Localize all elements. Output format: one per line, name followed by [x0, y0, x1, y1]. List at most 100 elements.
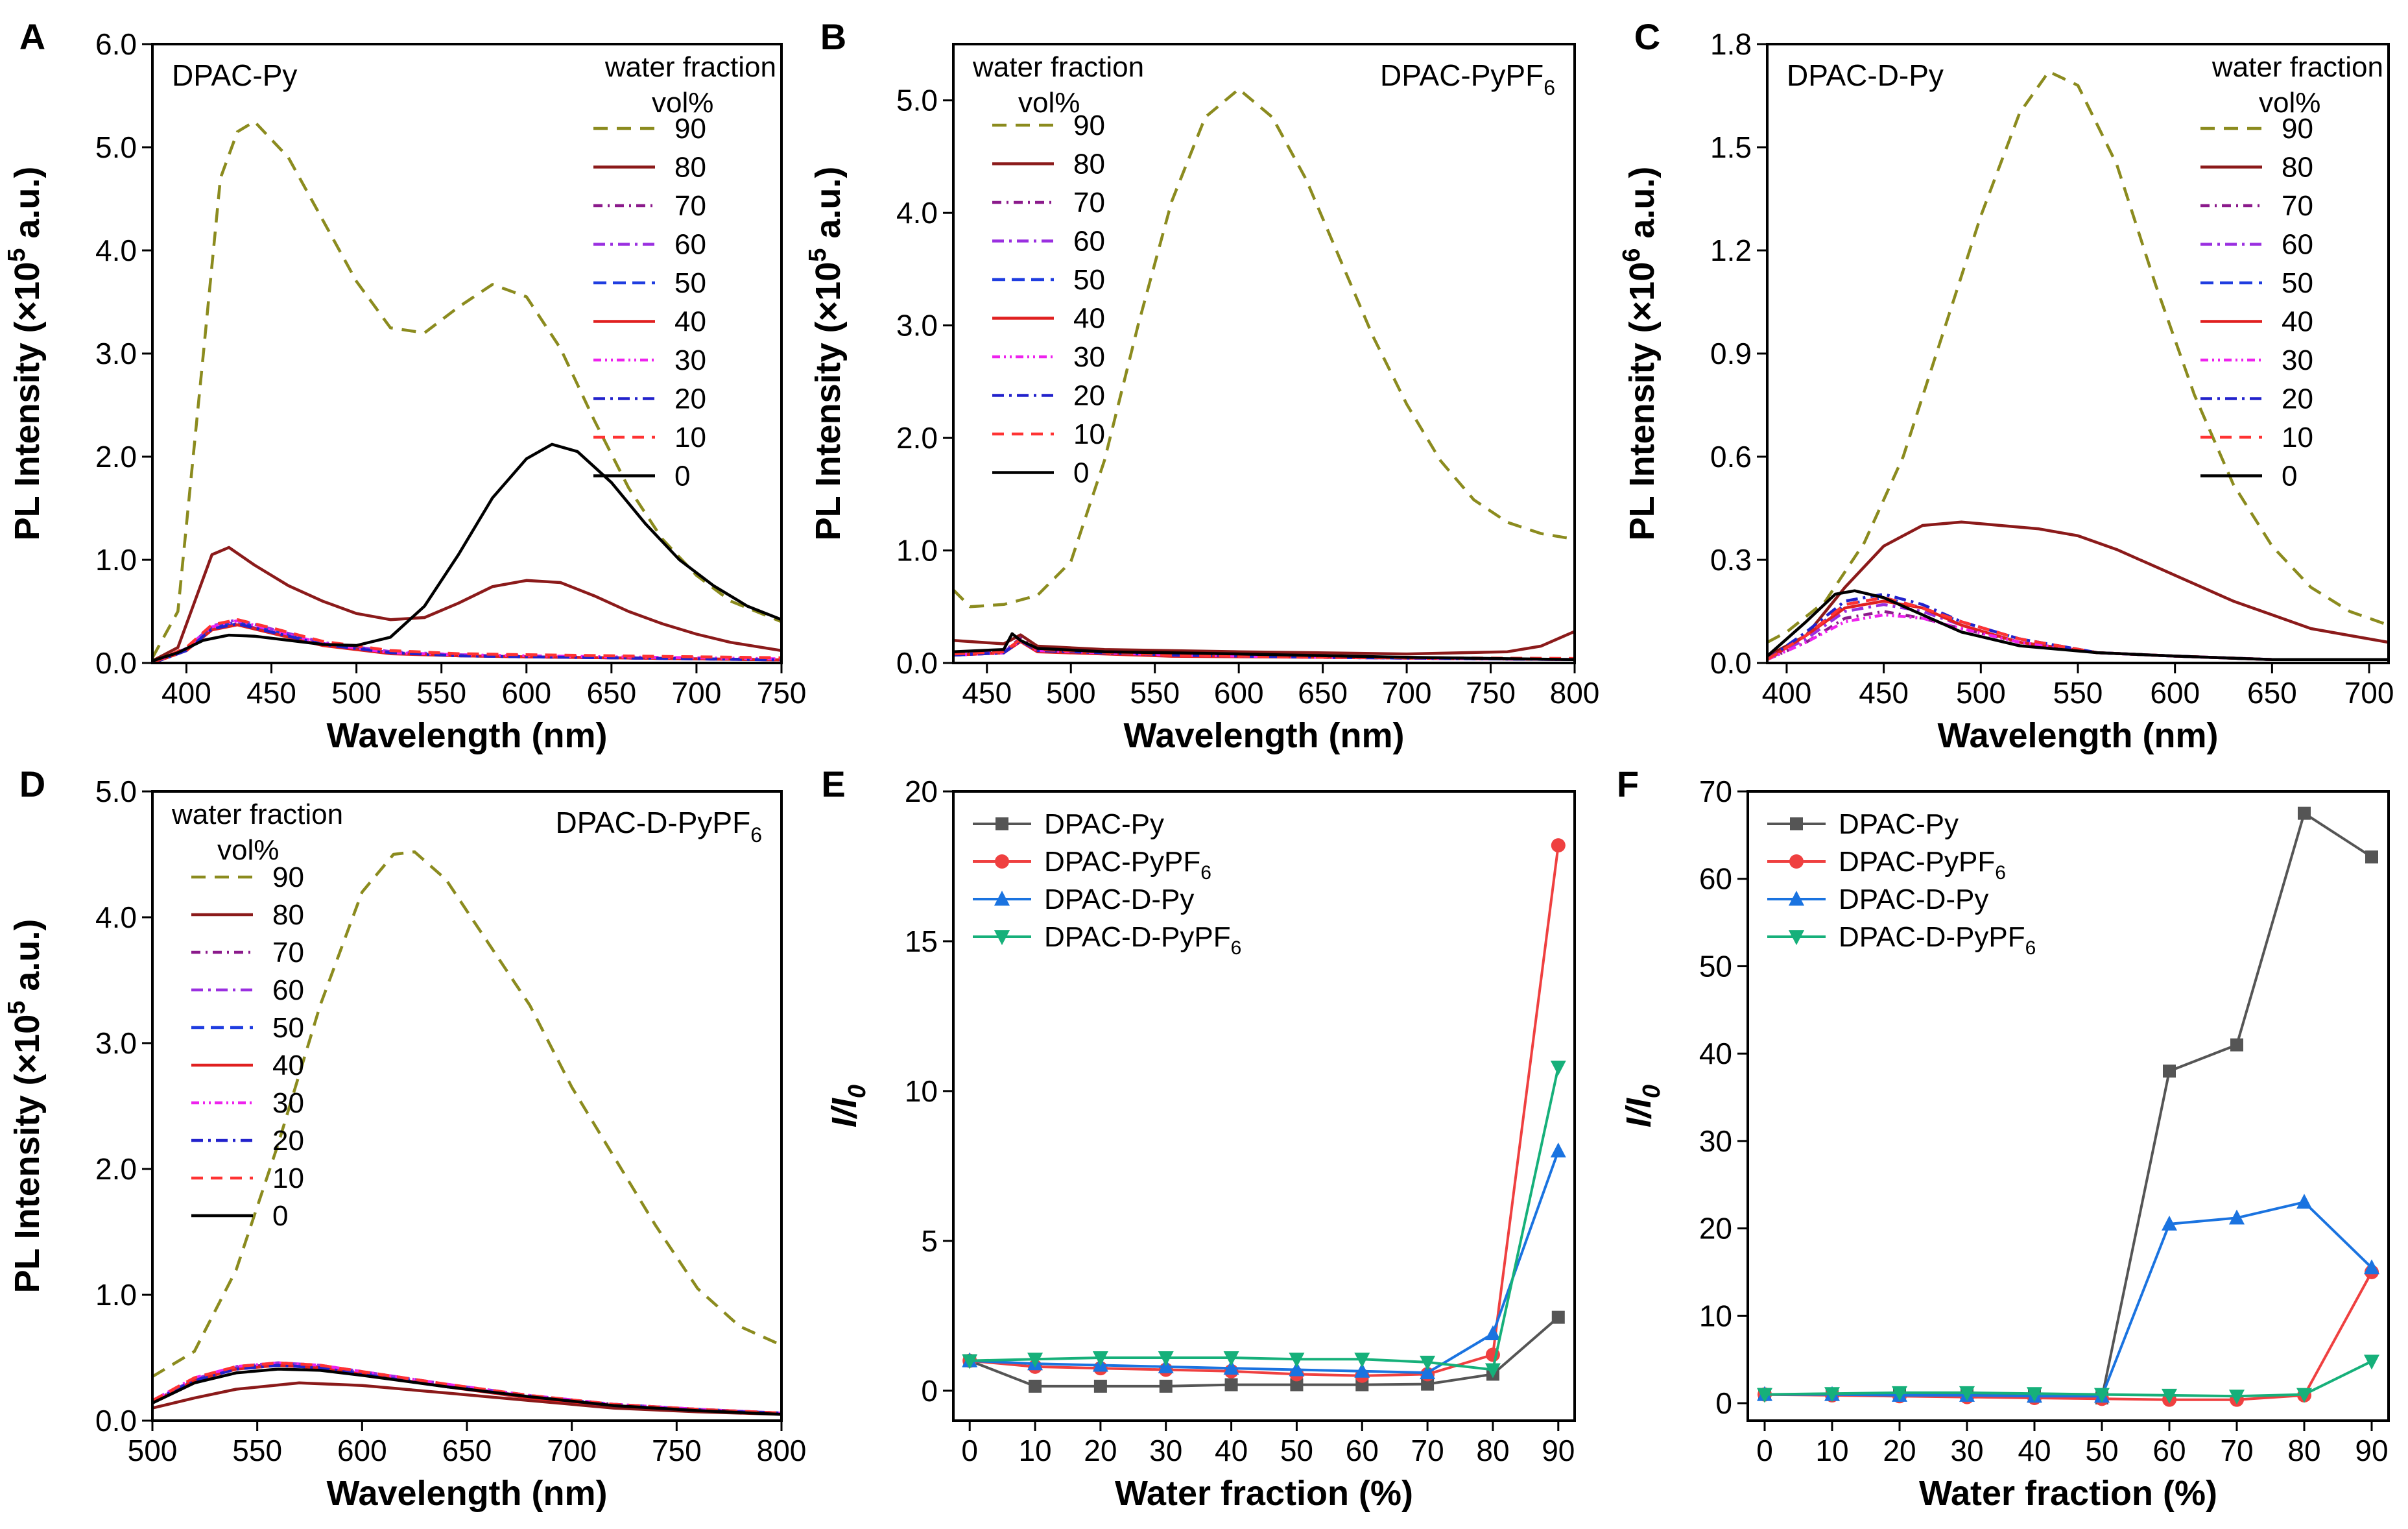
- panel-F: 0 10 20 30 40 50 60 70 80 90010203040506070Water …: [1617, 764, 2390, 1513]
- y-tick-label: 2.0: [896, 421, 938, 455]
- y-tick-label: 50: [1699, 949, 1732, 983]
- point-DPAC-D-Py: [2229, 1209, 2245, 1225]
- x-tick-label: 550: [416, 676, 466, 710]
- x-tick-label: 80: [1476, 1434, 1509, 1467]
- legend-marker-DPAC-D-Py: [1789, 891, 1804, 906]
- point-DPAC-Py: [1093, 1379, 1107, 1393]
- legend-label-70: 70: [272, 937, 304, 969]
- legend-marker-DPAC-PyPF6: [995, 854, 1009, 869]
- y-tick-label: 4.0: [95, 234, 137, 267]
- legend-label-60: 60: [674, 229, 706, 261]
- y-tick-label: 1.5: [1710, 130, 1752, 164]
- legend-label-10: 10: [272, 1162, 304, 1194]
- chart-title: DPAC-Py: [172, 58, 297, 92]
- legend-label-50: 50: [272, 1012, 304, 1044]
- x-tick-label: 80: [2287, 1434, 2320, 1467]
- x-tick-label: 400: [1762, 676, 1812, 710]
- legend-header: water fraction: [171, 799, 343, 830]
- legend-label-40: 40: [674, 306, 706, 338]
- point-DPAC-D-PyPF6: [2296, 1388, 2312, 1403]
- x-tick-label: 700: [672, 676, 722, 710]
- y-tick-label: 0: [921, 1374, 938, 1408]
- axes-frame: [952, 790, 1576, 1422]
- y-tick-label: 3.0: [95, 1026, 137, 1060]
- y-tick-label: 30: [1699, 1124, 1732, 1158]
- legend-header: water fraction: [2211, 51, 2383, 83]
- point-DPAC-PyPF6: [1551, 838, 1566, 853]
- x-tick-label: 700: [547, 1434, 597, 1467]
- y-tick-label: 10: [905, 1074, 938, 1108]
- x-tick-label: 500: [128, 1434, 178, 1467]
- legend-label-50: 50: [2282, 267, 2313, 299]
- legend-label-70: 70: [2282, 190, 2313, 222]
- legend-marker-DPAC-PyPF6: [1789, 854, 1804, 869]
- x-tick-label: 700: [1382, 676, 1432, 710]
- panel-A: 400 450 500 550 600 650 700 7500.01.02.03.04.05…: [3, 16, 806, 755]
- x-tick-label: 450: [1859, 676, 1909, 710]
- legend-label-0: 0: [1073, 457, 1089, 489]
- x-tick-label: 50: [1280, 1434, 1313, 1467]
- legend-marker-DPAC-Py: [995, 817, 1008, 830]
- x-tick-label: 700: [2344, 676, 2394, 710]
- legend-label-80: 80: [674, 152, 706, 184]
- series-line-90: [1767, 70, 2389, 644]
- x-tick-label: 500: [331, 676, 381, 710]
- point-DPAC-Py: [1290, 1378, 1304, 1391]
- y-tick-label: 5: [921, 1224, 938, 1258]
- x-tick-label: 70: [2220, 1434, 2253, 1467]
- legend-label-40: 40: [2282, 306, 2313, 338]
- y-tick-label: 15: [905, 924, 938, 958]
- legend-label-30: 30: [1073, 341, 1105, 373]
- point-DPAC-D-PyPF6: [2364, 1354, 2379, 1370]
- y-tick-label: 0.0: [1710, 646, 1752, 680]
- point-DPAC-Py: [2365, 850, 2378, 864]
- x-tick-label: 750: [1466, 676, 1516, 710]
- x-tick-label: 450: [246, 676, 296, 710]
- x-tick-label: 40: [1215, 1434, 1248, 1467]
- x-tick-label: 500: [1956, 676, 2006, 710]
- panel-C: 400 450 500 550 600 650 7000.00.30.60.91.21.51…: [1618, 16, 2394, 755]
- series-line-90: [953, 88, 1575, 608]
- legend-marker-DPAC-D-PyPF6: [994, 930, 1010, 945]
- x-tick-label: 30: [1149, 1434, 1182, 1467]
- legend-marker-DPAC-Py: [1790, 817, 1803, 830]
- legend-label-DPAC-Py: DPAC-Py: [1044, 808, 1164, 840]
- legend-label-60: 60: [272, 974, 304, 1006]
- legend-label-90: 90: [272, 861, 304, 893]
- legend: water fraction vol%90 80 70 60 50 40 30 20 10 0: [171, 799, 343, 1232]
- x-tick-label: 550: [1130, 676, 1180, 710]
- point-DPAC-D-Py: [1354, 1362, 1370, 1378]
- x-tick-label: 800: [1550, 676, 1600, 710]
- x-tick-label: 600: [2150, 676, 2200, 710]
- series-line-10: [953, 638, 1575, 660]
- point-DPAC-D-PyPF6: [1892, 1386, 1907, 1401]
- legend-label-20: 20: [272, 1125, 304, 1157]
- point-DPAC-D-Py: [1420, 1364, 1436, 1380]
- point-DPAC-D-PyPF6: [962, 1354, 978, 1369]
- legend-label-DPAC-D-PyPF6: DPAC-D-PyPF6: [1044, 921, 1241, 959]
- y-tick-label: 0.9: [1710, 337, 1752, 370]
- x-tick-label: 40: [2018, 1434, 2051, 1467]
- legend: water fraction vol%90 80 70 60 50 40 30 20 10 0: [2200, 51, 2383, 492]
- legend-label-70: 70: [674, 190, 706, 222]
- legend-label-0: 0: [674, 461, 690, 492]
- point-DPAC-D-Py: [1550, 1142, 1566, 1158]
- legend-label-DPAC-D-PyPF6: DPAC-D-PyPF6: [1839, 921, 2036, 959]
- series-line-0: [152, 442, 781, 662]
- x-tick-label: 20: [1084, 1434, 1117, 1467]
- series-line-80: [953, 630, 1575, 656]
- x-tick-label: 60: [2152, 1434, 2186, 1467]
- legend-label-80: 80: [272, 899, 304, 931]
- point-DPAC-D-PyPF6: [2229, 1390, 2245, 1405]
- point-DPAC-D-PyPF6: [1484, 1363, 1501, 1379]
- x-tick-label: 650: [2247, 676, 2297, 710]
- x-axis-label: Wavelength (nm): [1123, 716, 1404, 755]
- y-tick-label: 10: [1699, 1299, 1732, 1332]
- point-DPAC-D-Py: [2364, 1259, 2379, 1275]
- x-tick-label: 650: [586, 676, 636, 710]
- series-line-DPAC-D-PyPF6: [1764, 1360, 2372, 1398]
- x-tick-label: 600: [501, 676, 551, 710]
